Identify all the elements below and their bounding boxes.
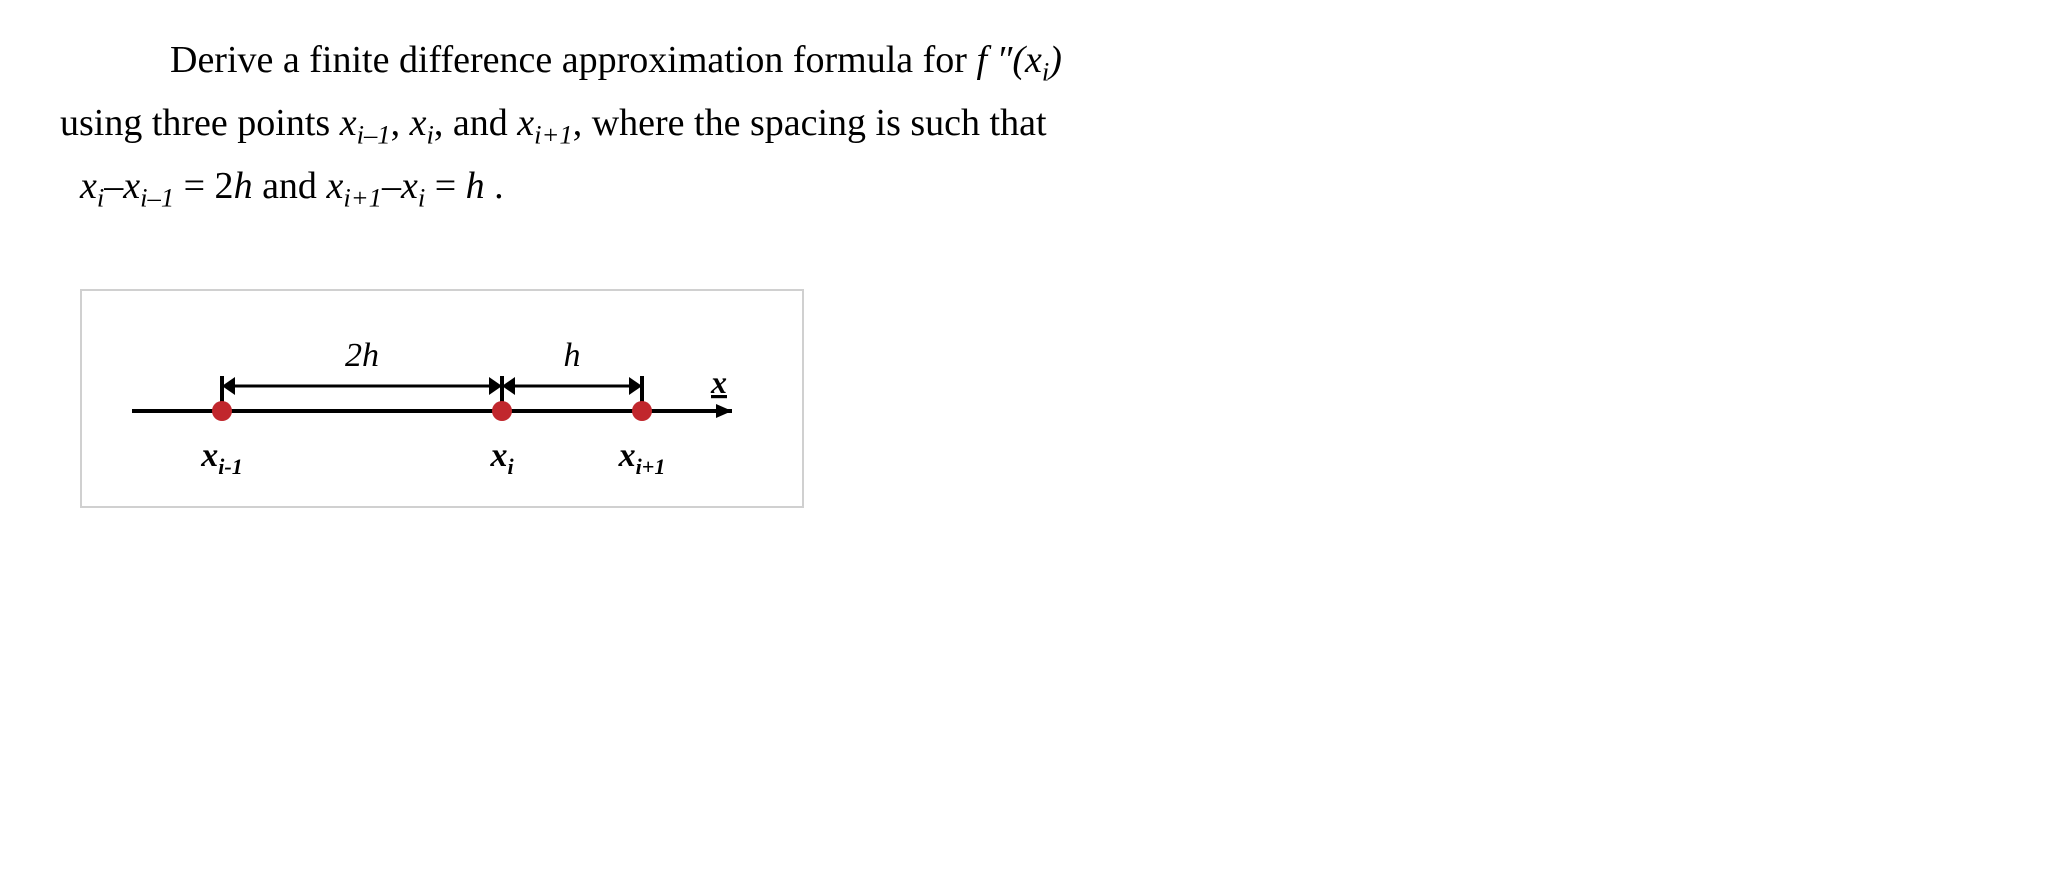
x: x <box>517 102 534 144</box>
point-label: xi+1 <box>618 437 666 479</box>
segment-label: h <box>564 337 581 374</box>
axis-label: x <box>710 364 727 400</box>
h: h <box>466 165 485 207</box>
subscript: i+1 <box>343 183 382 213</box>
text: , where the spacing is such that <box>573 102 1047 144</box>
period: . <box>485 165 504 207</box>
problem-line-2: using three points xi–1, xi, and xi+1, w… <box>60 93 1986 156</box>
equals: = 2 <box>174 165 233 207</box>
x: x <box>80 165 97 207</box>
equals: = <box>425 165 465 207</box>
subscript: i–1 <box>140 183 174 213</box>
grid-point <box>492 401 512 421</box>
and: and <box>253 165 327 207</box>
h: h <box>234 165 253 207</box>
grid-point <box>212 401 232 421</box>
axis-arrowhead <box>716 404 732 418</box>
x: x <box>123 165 140 207</box>
grid-point <box>632 401 652 421</box>
close-paren: ) <box>1049 39 1062 81</box>
point-label: xi <box>489 437 514 479</box>
subscript: i–1 <box>357 120 391 150</box>
text: using three points <box>60 102 340 144</box>
diagram-container: 2h h x xi-1 xi xi+1 <box>80 289 804 508</box>
minus: – <box>382 165 401 207</box>
subscript: i+1 <box>534 120 573 150</box>
x: x <box>326 165 343 207</box>
f-prime-prime: f ″(x <box>976 39 1041 81</box>
problem-line-1: Derive a finite difference approximation… <box>60 30 1986 93</box>
number-line-diagram: 2h h x xi-1 xi xi+1 <box>122 316 762 486</box>
text: Derive a finite difference approximation… <box>170 39 976 81</box>
comma-and: , and <box>434 102 517 144</box>
problem-statement: Derive a finite difference approximation… <box>60 30 1986 219</box>
segment-label: 2h <box>345 337 379 374</box>
comma: , <box>391 102 410 144</box>
problem-line-3: xi–xi–1 = 2h and xi+1–xi = h . <box>60 156 1986 219</box>
x: x <box>410 102 427 144</box>
minus: – <box>104 165 123 207</box>
point-label: xi-1 <box>200 437 242 479</box>
x: x <box>401 165 418 207</box>
subscript: i <box>426 120 433 150</box>
x: x <box>340 102 357 144</box>
